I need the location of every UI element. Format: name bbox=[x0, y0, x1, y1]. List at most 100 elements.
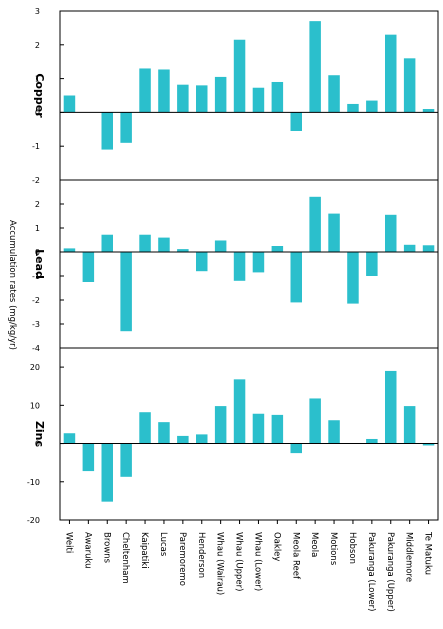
zinc-ytick-label: 20 bbox=[30, 363, 40, 372]
category-label: Motions bbox=[328, 532, 338, 566]
category-label: Hobson bbox=[347, 532, 357, 564]
zinc-panel: -20 -10 0 10 20 Zinc bbox=[27, 347, 439, 525]
copper-bar bbox=[139, 68, 151, 113]
copper-panel: -2 -1 0 1 2 3 Copper bbox=[32, 7, 439, 185]
category-label: Oakley bbox=[271, 532, 281, 561]
copper-panel-label: Copper bbox=[33, 73, 46, 118]
copper-ytick-label: 2 bbox=[35, 41, 40, 50]
zinc-bar bbox=[196, 434, 208, 444]
zinc-bar bbox=[214, 406, 227, 444]
copper-bar bbox=[309, 21, 321, 113]
copper-panel-frame bbox=[59, 10, 439, 181]
lead-ytick-label: 0 bbox=[35, 248, 40, 257]
category-label: Middlemore bbox=[404, 532, 414, 582]
copper-bar bbox=[252, 87, 265, 113]
lead-panel-frame bbox=[59, 179, 439, 349]
copper-bar bbox=[158, 69, 170, 113]
copper-bar bbox=[347, 103, 359, 113]
copper-ytick-label: 3 bbox=[35, 7, 40, 16]
category-label: Meola Reef bbox=[290, 532, 300, 580]
zinc-ytick-label: -10 bbox=[27, 478, 40, 487]
zinc-ytick-label: 0 bbox=[35, 440, 40, 449]
category-label: Weiti bbox=[63, 532, 73, 553]
zinc-bar bbox=[252, 413, 265, 444]
chart-panels: -2-10123Copper-4-3-2-1012Lead-20-1001020… bbox=[27, 7, 439, 525]
lead-bar bbox=[120, 252, 132, 332]
lead-bar bbox=[385, 214, 397, 252]
copper-bar bbox=[422, 109, 435, 113]
lead-bar bbox=[233, 252, 246, 281]
category-label: Pakuranga (Upper) bbox=[385, 532, 395, 612]
lead-bar bbox=[158, 237, 170, 252]
category-label: Whau (Upper) bbox=[234, 532, 244, 591]
zinc-bar bbox=[271, 414, 284, 444]
copper-ytick-label: 1 bbox=[35, 75, 40, 84]
lead-bar bbox=[328, 213, 340, 252]
lead-bar bbox=[309, 196, 321, 252]
zinc-panel-frame bbox=[59, 347, 439, 521]
category-label: Awaruku bbox=[82, 532, 92, 569]
copper-bar bbox=[403, 58, 416, 113]
lead-ytick-label: 1 bbox=[35, 224, 40, 233]
copper-bar bbox=[63, 95, 76, 113]
lead-bar bbox=[422, 245, 435, 252]
copper-bar bbox=[196, 85, 208, 113]
lead-bar bbox=[177, 249, 189, 252]
category-label: Meola bbox=[309, 532, 319, 557]
zinc-bar bbox=[120, 443, 132, 477]
zinc-bar bbox=[63, 433, 76, 444]
copper-ytick-label: -1 bbox=[32, 142, 40, 151]
lead-ytick-label: -3 bbox=[32, 320, 40, 329]
category-label: Whau (Lower) bbox=[252, 532, 262, 591]
lead-bar bbox=[63, 248, 76, 252]
zinc-bar bbox=[101, 443, 113, 502]
copper-bar bbox=[366, 100, 378, 113]
zinc-bar bbox=[328, 420, 340, 444]
lead-bar bbox=[271, 246, 284, 252]
zinc-ytick-label: -20 bbox=[27, 516, 40, 525]
lead-bar bbox=[290, 252, 302, 303]
lead-ytick-label: -4 bbox=[32, 344, 40, 353]
copper-bar bbox=[101, 112, 113, 150]
copper-ytick-label: -2 bbox=[32, 176, 40, 185]
category-label: Cheltenham bbox=[120, 532, 130, 584]
copper-ytick-label: 0 bbox=[35, 108, 40, 117]
zinc-bar bbox=[139, 412, 151, 444]
category-labels: Weiti Awaruku Browns Cheltenham Kaipatiki Luc… bbox=[63, 520, 433, 612]
lead-bar bbox=[214, 240, 227, 252]
lead-bar bbox=[403, 244, 416, 252]
zinc-ytick-label: 10 bbox=[30, 401, 40, 410]
category-label: Te Matuku bbox=[423, 531, 433, 575]
copper-bar bbox=[290, 112, 302, 131]
category-label: Pakuranga (Lower) bbox=[366, 532, 376, 612]
lead-bar bbox=[366, 252, 378, 276]
copper-bar bbox=[385, 34, 397, 113]
zinc-bar bbox=[177, 435, 189, 444]
lead-panel: -4 -3 -2 -1 0 1 2 Lead bbox=[32, 179, 439, 353]
zinc-bar bbox=[290, 443, 302, 454]
zinc-bar bbox=[309, 398, 321, 444]
zinc-bar bbox=[158, 422, 170, 444]
zinc-bar bbox=[82, 443, 95, 472]
category-label: Henderson bbox=[196, 532, 206, 578]
copper-bar bbox=[120, 112, 132, 143]
copper-bar bbox=[177, 84, 189, 113]
zinc-bar bbox=[403, 406, 416, 444]
category-label: Whau (Wairau) bbox=[215, 532, 225, 595]
lead-panel-label: Lead bbox=[33, 249, 46, 279]
copper-bar bbox=[233, 39, 246, 113]
copper-bar bbox=[214, 76, 227, 113]
copper-bar bbox=[328, 75, 340, 113]
lead-bar bbox=[101, 234, 113, 252]
lead-bar bbox=[252, 252, 265, 273]
lead-ytick-label: -1 bbox=[32, 272, 40, 281]
zinc-panel-label: Zinc bbox=[33, 421, 46, 447]
zinc-bar bbox=[233, 379, 246, 444]
lead-bar bbox=[196, 252, 208, 272]
lead-bar bbox=[82, 252, 95, 282]
category-label: Lucas bbox=[158, 532, 168, 557]
category-label: Kaipatiki bbox=[139, 532, 149, 569]
copper-bar bbox=[271, 81, 284, 113]
lead-bar bbox=[347, 252, 359, 304]
